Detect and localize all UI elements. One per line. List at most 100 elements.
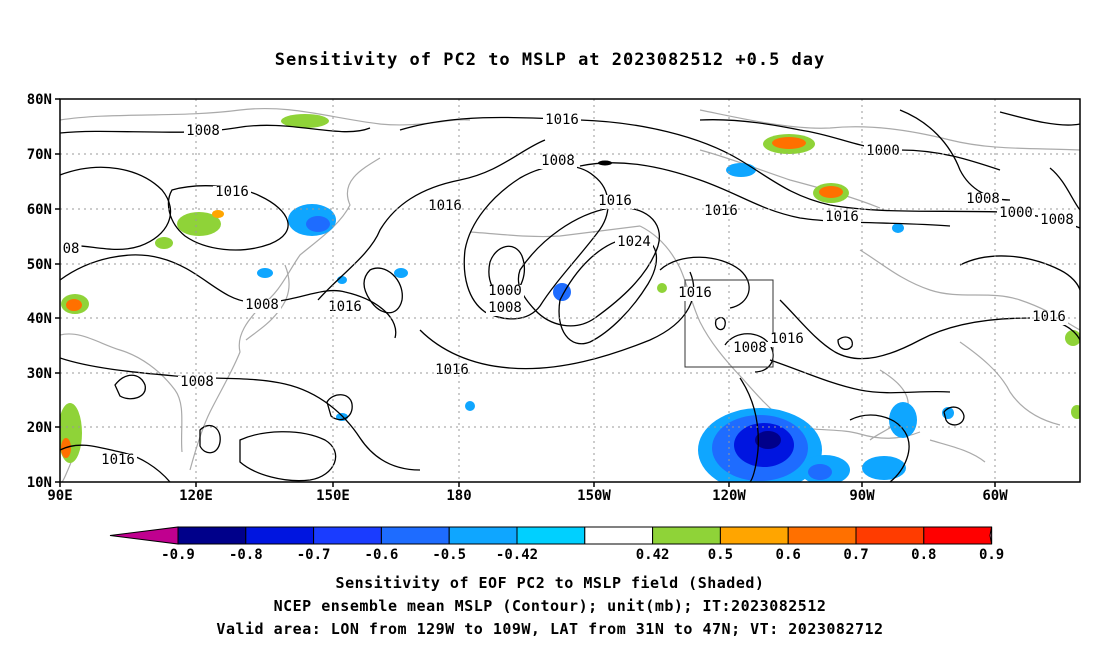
contour-label-bg xyxy=(768,333,806,347)
lat-tick-label: 70N xyxy=(27,147,52,163)
contour-label: 1016 xyxy=(215,184,249,200)
contour-label: 1008 xyxy=(245,297,279,313)
contour-label: 1016 xyxy=(328,299,362,315)
sensitivity-shading xyxy=(60,114,1080,482)
contour-label: 1016 xyxy=(704,203,738,219)
colorbar-label: -0.8 xyxy=(229,547,263,563)
colorbar-bin xyxy=(855,526,925,545)
contour-label: 1008 xyxy=(186,123,220,139)
colorbar-bin xyxy=(652,526,721,545)
contour-label-bg xyxy=(676,287,714,301)
colorbar-label: 0.42 xyxy=(636,547,670,563)
lat-tick-label: 20N xyxy=(27,420,52,436)
lat-tick-label: 80N xyxy=(27,92,52,108)
colorbar-bin xyxy=(719,526,789,545)
colorbar-bin xyxy=(380,526,450,545)
contour-label: 1016 xyxy=(1032,309,1066,325)
colorbar-bin xyxy=(245,526,315,545)
lat-tick-label: 10N xyxy=(27,475,52,491)
colorbar: -0.9 -0.8 -0.7 -0.6 -0.5 -0.42 0.42 0.5 0.6 0.7 0.… xyxy=(109,526,1004,563)
colorbar-bin xyxy=(923,526,993,545)
contour-label-bg xyxy=(426,200,464,214)
contour-label: 1016 xyxy=(428,198,462,214)
contour-label: 1016 xyxy=(545,112,579,128)
contour-label-bg xyxy=(823,211,861,225)
lat-tick-label: 50N xyxy=(27,257,52,273)
contour-label: 1016 xyxy=(101,452,135,468)
contour-label-bg xyxy=(997,207,1035,221)
colorbar-bin xyxy=(448,526,518,545)
contour-label-bg xyxy=(539,155,577,169)
contour-label: 08 xyxy=(63,241,80,257)
lat-axis: 80N 70N 60N 50N 40N 30N 20N 10N xyxy=(27,92,60,491)
contour-label: 1008 xyxy=(541,153,575,169)
contour-label-bg xyxy=(702,205,740,219)
lon-tick-label: 90W xyxy=(849,488,875,504)
colorbar-label: 0.6 xyxy=(776,547,801,563)
colorbar-low-extension xyxy=(109,526,179,545)
lon-tick-label: 180 xyxy=(446,488,471,504)
colorbar-high-extension xyxy=(989,526,993,545)
caption-line-3: Valid area: LON from 129W to 109W, LAT f… xyxy=(216,620,884,638)
contour-label-bg xyxy=(1038,214,1076,228)
contour-label: 1016 xyxy=(770,331,804,347)
colorbar-label: 0.5 xyxy=(708,547,733,563)
contour-label: 1008 xyxy=(488,300,522,316)
caption-line-2: NCEP ensemble mean MSLP (Contour); unit(… xyxy=(273,597,827,615)
contour-label-bg xyxy=(213,186,251,200)
lon-axis: 90E 120E 150E 180 150W 120W 90W 60W xyxy=(47,482,1008,504)
contour-label: 1016 xyxy=(678,285,712,301)
colorbar-label: -0.7 xyxy=(297,547,331,563)
contour-label: 1016 xyxy=(598,193,632,209)
lon-tick-label: 150E xyxy=(316,488,350,504)
contour-label: 1008 xyxy=(966,191,1000,207)
contour-label-bg xyxy=(178,376,216,390)
contour-label-bg xyxy=(243,299,281,313)
gridlines xyxy=(60,99,1080,482)
contour-label-bg xyxy=(60,243,82,257)
colorbar-label: 0.7 xyxy=(843,547,868,563)
contour-label-bg xyxy=(864,145,902,159)
colorbar-label: -0.42 xyxy=(496,547,538,563)
contour-label-bg xyxy=(433,364,471,378)
lon-tick-label: 120E xyxy=(179,488,213,504)
contour-label: 1008 xyxy=(1040,212,1074,228)
colorbar-label: -0.6 xyxy=(365,547,399,563)
map-frame xyxy=(59,98,1081,483)
contour-label: 1000 xyxy=(999,205,1033,221)
contour-label: 1016 xyxy=(825,209,859,225)
contour-label: 1008 xyxy=(180,374,214,390)
high-center-marker xyxy=(598,160,612,166)
contour-label: 1000 xyxy=(488,283,522,299)
lat-tick-label: 60N xyxy=(27,202,52,218)
contour-label: 1008 xyxy=(733,340,767,356)
colorbar-bin xyxy=(787,526,857,545)
colorbar-label: 0.8 xyxy=(911,547,936,563)
colorbar-bin xyxy=(516,526,586,545)
lat-tick-label: 30N xyxy=(27,366,52,382)
colorbar-bin xyxy=(584,526,654,545)
lon-tick-label: 120W xyxy=(712,488,746,504)
contour-label-bg xyxy=(486,285,524,299)
lat-tick-label: 40N xyxy=(27,311,52,327)
contour-label-bg xyxy=(99,454,137,468)
contour-label-bg xyxy=(964,193,1002,207)
colorbar-label: -0.5 xyxy=(432,547,466,563)
lon-tick-label: 60W xyxy=(982,488,1008,504)
contour-label-bg xyxy=(543,114,581,128)
colorbar-label: 0.9 xyxy=(979,547,1004,563)
contour-label: 1016 xyxy=(435,362,469,378)
contour-label: 1000 xyxy=(866,143,900,159)
contour-label-bg xyxy=(486,302,524,316)
contour-label-bg xyxy=(615,236,653,250)
contour-label-bg xyxy=(326,301,364,315)
contour-label-bg xyxy=(1030,311,1068,325)
contour-label-bg xyxy=(731,342,769,356)
colorbar-bin xyxy=(313,526,382,545)
contour-label: 1024 xyxy=(617,234,651,250)
colorbar-bin xyxy=(177,526,247,545)
map-title: Sensitivity of PC2 to MSLP at 2023082512… xyxy=(274,50,826,70)
lon-tick-label: 90E xyxy=(47,488,72,504)
lon-tick-label: 150W xyxy=(577,488,611,504)
